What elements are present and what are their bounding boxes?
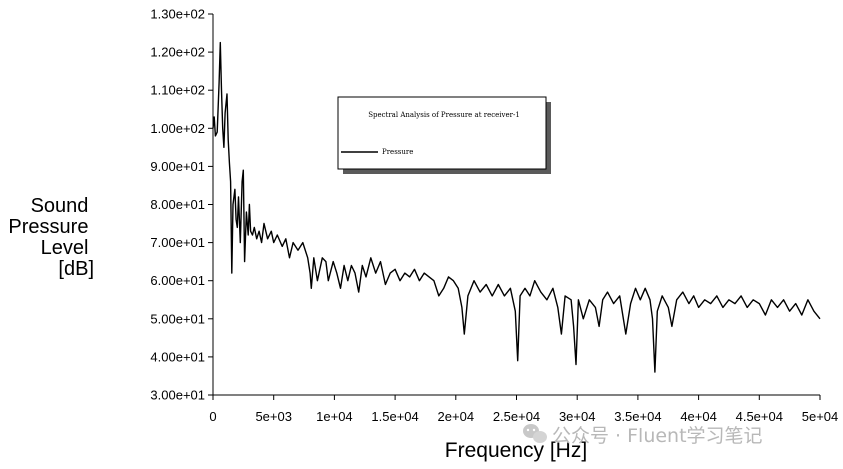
y-tick-label: 1.20e+02	[150, 45, 205, 60]
x-tick-label: 3.5e+04	[614, 409, 661, 424]
x-tick-label: 2e+04	[438, 409, 475, 424]
x-axis-ticks: 0 5e+03 1e+04 1.5e+04 2e+04 2.5e+04 3e+04 3.5e+…	[209, 395, 838, 424]
y-axis-label-line: Level	[41, 237, 89, 259]
x-tick-label: 1e+04	[316, 409, 353, 424]
y-axis-label: Sound Pressure Level [dB]	[8, 195, 94, 280]
legend: Spectral Analysis of Pressure at receive…	[337, 96, 551, 174]
y-tick-label: 6.00e+01	[150, 273, 205, 288]
y-axis-label-line: Pressure	[8, 216, 88, 238]
y-tick-label: 1.30e+02	[150, 7, 205, 22]
x-tick-label: 0	[209, 409, 216, 424]
y-axis-label-line: [dB]	[58, 258, 94, 280]
y-tick-label: 1.10e+02	[150, 83, 205, 98]
legend-box	[337, 96, 547, 170]
y-tick-label: 9.00e+01	[150, 159, 205, 174]
x-axis-label: Frequency [Hz]	[445, 439, 587, 462]
y-axis-ticks: 3.00e+01 4.00e+01 5.00e+01 6.00e+01 7.00e+01…	[150, 7, 213, 403]
x-tick-label: 1.5e+04	[371, 409, 418, 424]
series-line-pressure	[212, 41, 821, 373]
y-tick-label: 7.00e+01	[150, 235, 205, 250]
x-tick-label: 5e+04	[802, 409, 839, 424]
watermark: 公众号 · Fluent学习笔记	[523, 424, 763, 447]
wechat-icon	[523, 424, 547, 443]
y-tick-label: 1.00e+02	[150, 121, 205, 136]
x-tick-label: 3e+04	[559, 409, 596, 424]
y-tick-label: 5.00e+01	[150, 311, 205, 326]
watermark-text: 公众号 · Fluent学习笔记	[552, 425, 763, 447]
y-axis-label-line: Sound	[31, 195, 89, 217]
x-tick-label: 4.5e+04	[736, 409, 783, 424]
y-tick-label: 4.00e+01	[150, 349, 205, 364]
legend-entry-pressure: Pressure	[382, 148, 413, 156]
y-tick-label: 8.00e+01	[150, 197, 205, 212]
legend-title: Spectral Analysis of Pressure at receive…	[368, 111, 520, 119]
y-tick-label: 3.00e+01	[150, 388, 205, 403]
x-tick-label: 4e+04	[680, 409, 717, 424]
x-tick-label: 5e+03	[255, 409, 292, 424]
x-tick-label: 2.5e+04	[493, 409, 540, 424]
